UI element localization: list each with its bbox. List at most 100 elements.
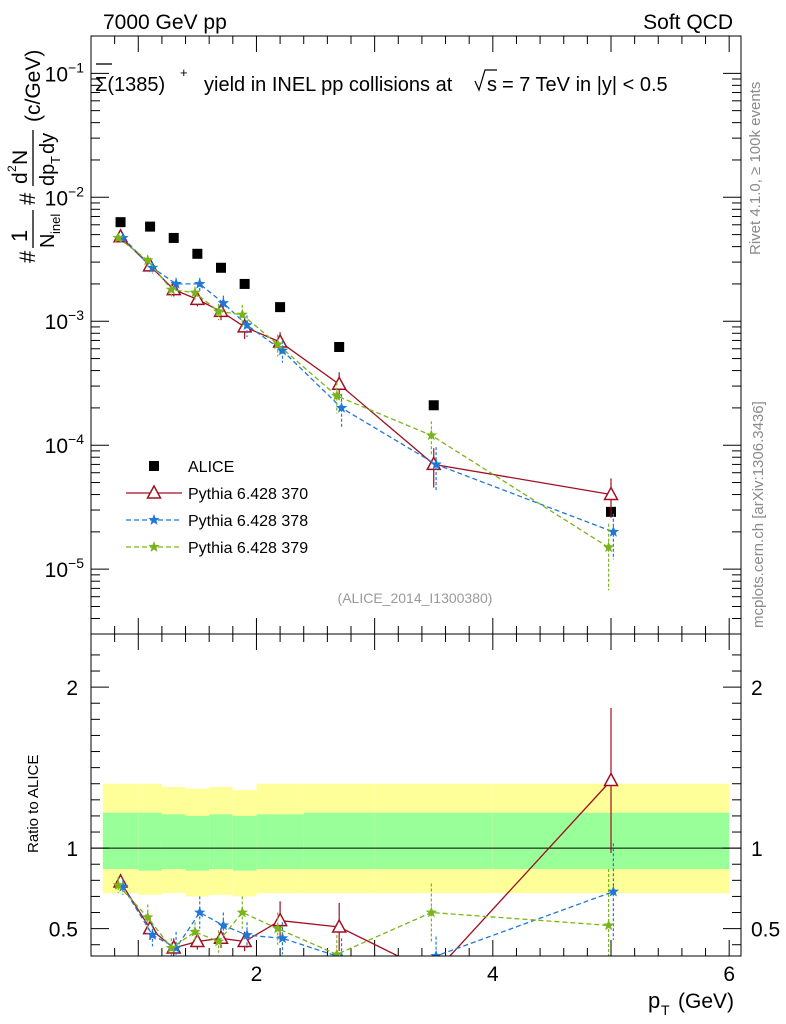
title-sqrt-s: s [487,74,497,96]
legend: ALICE Pythia 6.428 370 Pythia 6.428 378 … [126,459,308,557]
pythia-6-428-379-ratio-point-9 [602,919,615,931]
pythia-6-428-370-ratio-point-3 [189,932,206,948]
pythia-6-428-379-ratio-point-0 [112,879,124,890]
y-label-hash2: # [15,192,40,205]
alice-point-5 [239,278,250,289]
pythia-6-428-378-ratio-point-6 [276,932,289,944]
energy-header: 7000 GeV pp [103,11,227,34]
y-tick-label-1e-2: 10−2 [45,183,85,210]
pythia-6-428-379-ratio-point-6 [272,922,284,934]
ratio-tick-label-0.5-right: 0.5 [751,919,780,942]
ratio-tick-label-1-left: 1 [66,838,78,861]
band-inner-4 [209,814,233,870]
pythia-6-428-370-point-7 [331,375,347,391]
mcplots-credit-label: mcplots.cern.ch [arXiv:1306.3436] [750,401,767,628]
pythia-6-428-379-point-2 [165,283,178,295]
alice-point-1 [145,221,156,232]
legend-marker-3 [148,541,160,552]
pythia-6-428-370-ratio-point-9 [603,771,619,787]
x-axis-label: p T (GeV) [648,988,734,1018]
band-inner-7 [303,812,375,870]
legend-marker-alice [149,461,159,471]
y-tick-label-1e-4: 10−4 [45,431,85,458]
title-text: yield in INEL pp collisions at [204,74,453,96]
y-label-dy: dy [37,133,59,154]
band-inner-1 [138,812,162,871]
pythia-6-428-378-point-4 [217,297,230,308]
plot-title: Σ(1385) + yield in INEL pp collisions at… [95,63,668,96]
alice-point-7 [334,341,345,352]
pythia-6-428-379-ratio-point-8 [425,906,438,918]
legend-entry-pythia-378: Pythia 6.428 378 [126,513,308,530]
ratio-series-layer [112,708,620,956]
pythia-6-428-370-ratio-point-7 [331,918,347,933]
y-label-one: 1 [7,230,32,242]
pythia-6-428-378-ratio-point-8 [430,950,442,956]
ratio-axis-label: Ratio to ALICE [25,755,42,853]
ratio-tick-label-2-left: 2 [66,677,78,700]
x-tick-labels: 2 4 6 [251,963,735,986]
pythia-6-428-378-point-7 [335,401,348,413]
alice-point-4 [216,262,226,273]
legend-label-pythia-378: Pythia 6.428 378 [188,513,308,530]
pythia-6-428-378-point-5 [241,319,253,330]
legend-marker-2 [148,514,160,525]
alice-uncertainty-bands [102,783,730,897]
pythia-6-428-378-point-3 [194,277,206,289]
legend-label-pythia-370: Pythia 6.428 370 [188,486,308,503]
alice-point-2 [168,232,179,243]
y-tick-label-1e-3: 10−3 [45,307,85,334]
pythia-6-428-370-point-3 [189,290,206,306]
pythia-6-428-379-point-7 [331,389,343,401]
alice-point-0 [115,217,126,228]
y-label-units: (c/GeV) [22,50,45,122]
x-label-t: T [661,1002,670,1018]
pythia-6-428-378-ratio-point-1 [146,929,159,940]
ratio-tick-label-0.5-left: 0.5 [49,919,78,942]
pythia-6-428-370-ratio-point-5 [236,932,253,948]
pythia-6-428-379-point-3 [189,286,201,298]
band-inner-6 [256,814,304,870]
band-inner-5 [232,815,257,871]
x-label-units: (GeV) [678,990,734,1013]
title-tail: = 7 TeV in |y| < 0.5 [502,74,668,96]
y-tick-label-1e-1: 10−1 [45,59,85,86]
ratio-axis-ticks [90,634,741,956]
y-label-hash1: # [15,250,40,263]
pythia-6-428-378-point-6 [276,344,289,356]
pythia-6-428-379-point-8 [425,429,438,441]
pythia-6-428-378-ratio-point-7 [335,951,348,956]
legend-entry-alice: ALICE [149,459,234,476]
pythia-6-428-379-point-0 [112,231,124,243]
pythia-6-428-378-ratio-point-3 [194,906,206,918]
analysis-tag: (ALICE_2014_I1300380) [338,590,493,606]
pythia-6-428-379-ratio-point-3 [189,925,201,937]
process-header: Soft QCD [643,11,733,34]
main-axis-ticks [90,35,741,635]
pythia-6-428-378-ratio-point-0 [117,880,129,892]
pythia-6-428-378-ratio-point-9 [607,885,620,897]
y-label-n: N [37,234,59,248]
legend-label-pythia-379: Pythia 6.428 379 [188,540,308,557]
legend-label-alice: ALICE [188,459,234,476]
pythia-6-428-378-point-8 [430,458,442,470]
y-axis-label: # 1 N inel # d 2 N dp T dy (c/GeV) [5,50,63,263]
title-particle: Σ(1385) [95,74,165,96]
pythia-6-428-379-ratio-point-5 [236,906,248,918]
pythia-6-428-378-ratio-point-5 [241,929,253,940]
y-tick-labels: 10−5 10−4 10−3 10−2 10−1 [45,59,85,582]
band-inner-2 [161,814,186,870]
alice-point-8 [428,400,439,411]
legend-marker-1 [146,484,162,499]
pythia-6-428-378-point-1 [146,261,159,273]
pythia-6-428-378-point-0 [117,231,129,243]
pythia-6-428-379-ratio-point-1 [142,911,154,923]
ratio-tick-label-1-right: 1 [751,838,763,861]
x-tick-label-4: 4 [487,963,499,986]
ratio-tick-label-2-right: 2 [751,677,763,700]
rivet-version-label: Rivet 4.1.0, ≥ 100k events [747,82,764,255]
pythia-6-428-378-point-9 [607,525,620,537]
pythia-6-428-370-line [120,236,612,496]
pythia-6-428-379-ratio-point-2 [165,942,178,953]
